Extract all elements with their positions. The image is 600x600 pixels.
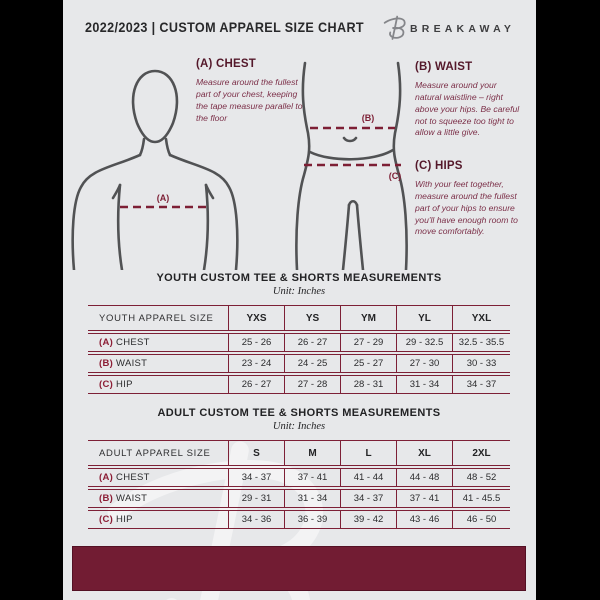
row-label: HIP [116,379,133,390]
youth-table-unit: Unit: Inches [272,286,326,297]
chest-marker-label: (A) [157,193,170,203]
hips-instructions: With your feet together, measure around … [415,179,518,237]
column-header: XL [396,440,452,466]
cell: 31 - 34 [284,489,340,508]
column-header: M [284,440,340,466]
row-label: WAIST [116,358,148,369]
cell: 36 - 39 [284,510,340,529]
cell: 37 - 41 [396,489,452,508]
cell: 32.5 - 35.5 [452,333,510,352]
cell: 30 - 33 [452,354,510,373]
cell: 27 - 28 [284,375,340,394]
youth-size-section: YOUTH CUSTOM TEE & SHORTS MEASUREMENTS U… [88,272,510,396]
youth-header-row: YOUTH APPAREL SIZE YXS YS YM YL YXL [88,305,510,331]
cell: 26 - 27 [228,375,284,394]
cell: 34 - 37 [452,375,510,394]
cell: 27 - 30 [396,354,452,373]
column-header: ADULT APPAREL SIZE [88,440,228,466]
cell: 25 - 26 [228,333,284,352]
row-prefix: (C) [99,514,114,525]
hips-guide-section: (C) HIPS With your feet together, measur… [415,160,531,238]
cell: 29 - 31 [228,489,284,508]
hips-marker-label: (C) [389,171,402,181]
table-row: (C) HIP 34 - 36 36 - 39 39 - 42 43 - 46 … [88,510,510,529]
cell: 37 - 41 [284,468,340,487]
waist-instructions: Measure around your natural waistline – … [415,80,520,138]
cell: 27 - 29 [340,333,396,352]
column-header: YXL [452,305,510,331]
table-row: (A) CHEST 25 - 26 26 - 27 27 - 29 29 - 3… [88,333,510,352]
waist-marker-label: (B) [362,113,375,123]
table-row: (A) CHEST 34 - 37 37 - 41 41 - 44 44 - 4… [88,468,510,487]
cell: 41 - 45.5 [452,489,510,508]
adult-table-unit: Unit: Inches [272,421,326,432]
table-row: (B) WAIST 29 - 31 31 - 34 34 - 37 37 - 4… [88,489,510,508]
row-label: CHEST [116,472,150,483]
row-prefix: (B) [99,493,114,504]
cell: 34 - 37 [340,489,396,508]
cell: 43 - 46 [396,510,452,529]
column-header: S [228,440,284,466]
youth-size-table: YOUTH APPAREL SIZE YXS YS YM YL YXL (A) … [88,303,510,396]
cell: 48 - 52 [452,468,510,487]
row-label: CHEST [116,337,150,348]
footer-bar [72,546,526,591]
cell: 28 - 31 [340,375,396,394]
brand-name: BREAKAWAY [410,23,516,35]
column-header: YM [340,305,396,331]
cell: 25 - 27 [340,354,396,373]
adult-size-section: ADULT CUSTOM TEE & SHORTS MEASUREMENTS U… [88,407,510,531]
column-header: YS [284,305,340,331]
cell: 41 - 44 [340,468,396,487]
row-prefix: (C) [99,379,114,390]
torso-chest-diagram: (A) [71,69,239,270]
table-row: (C) HIP 26 - 27 27 - 28 28 - 31 31 - 34 … [88,375,510,394]
table-row: (B) WAIST 23 - 24 24 - 25 25 - 27 27 - 3… [88,354,510,373]
chest-guide-section: (A) CHEST Measure around the fullest par… [196,58,309,124]
cell: 26 - 27 [284,333,340,352]
adult-header-row: ADULT APPAREL SIZE S M L XL 2XL [88,440,510,466]
cell: 34 - 37 [228,468,284,487]
column-header: YXS [228,305,284,331]
row-prefix: (A) [99,337,114,348]
cell: 39 - 42 [340,510,396,529]
waist-heading: (B) WAIST [415,61,473,73]
cell: 44 - 48 [396,468,452,487]
cell: 29 - 32.5 [396,333,452,352]
cell: 24 - 25 [284,354,340,373]
cell: 46 - 50 [452,510,510,529]
row-label: WAIST [116,493,148,504]
chest-heading: (A) CHEST [196,58,256,70]
hips-heading: (C) HIPS [415,160,463,172]
row-prefix: (B) [99,358,114,369]
adult-size-table: ADULT APPAREL SIZE S M L XL 2XL (A) CHES… [88,438,510,531]
adult-table-title: ADULT CUSTOM TEE & SHORTS MEASUREMENTS [157,407,441,419]
column-header: L [340,440,396,466]
column-header: YOUTH APPAREL SIZE [88,305,228,331]
chest-instructions: Measure around the fullest part of your … [196,77,303,123]
row-label: HIP [116,514,133,525]
waist-guide-section: (B) WAIST Measure around your natural wa… [415,61,522,139]
row-prefix: (A) [99,472,114,483]
cell: 34 - 36 [228,510,284,529]
size-chart-document: 2022/2023 | CUSTOM APPAREL SIZE CHART BR… [63,0,536,600]
waist-hips-diagram: (B) (C) [295,61,408,270]
breakaway-b-logo-icon [383,15,406,40]
page-title: 2022/2023 | CUSTOM APPAREL SIZE CHART [85,19,364,35]
cell: 31 - 34 [396,375,452,394]
youth-table-title: YOUTH CUSTOM TEE & SHORTS MEASUREMENTS [156,272,442,284]
column-header: 2XL [452,440,510,466]
cell: 23 - 24 [228,354,284,373]
column-header: YL [396,305,452,331]
